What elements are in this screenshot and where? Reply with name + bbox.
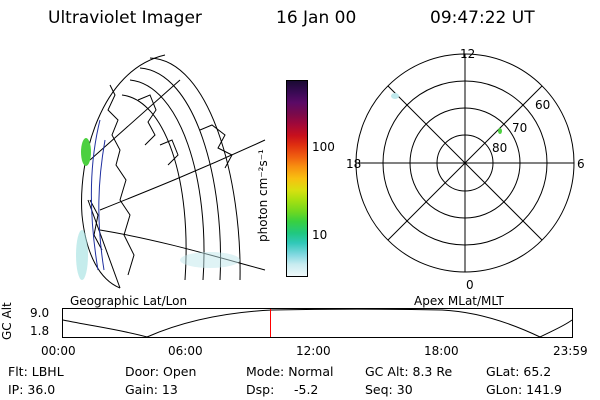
info-dsp-value: -5.2 [294,382,319,397]
coastlines [89,84,233,276]
timeline-axis-title: GC Alt [0,302,14,340]
polar-plot [355,53,575,273]
timeline-xtick-0000: 00:00 [41,344,76,358]
timeline-plot [62,308,573,338]
mlat-80: 80 [492,141,508,155]
colorbar-tick-100: 100 [312,140,335,154]
geographic-map [76,54,266,289]
mlt-6: 6 [577,157,585,171]
colorbar [286,80,308,277]
mlt-0: 0 [466,278,474,292]
info-ip: IP: 36.0 [8,382,56,397]
info-seq: Seq: 30 [365,382,413,397]
mlt-18: 18 [346,157,362,171]
timeline-xtick-0600: 06:00 [168,344,203,358]
polar-aurora-spot [498,128,502,134]
mlat-60: 60 [535,98,551,112]
info-mode: Mode: Normal [246,364,334,379]
info-door: Door: Open [125,364,197,379]
info-gain: Gain: 13 [125,382,178,397]
aurora-faint-left [76,230,88,280]
info-glon: GLon: 141.9 [486,382,562,397]
info-glat: GLat: 65.2 [486,364,552,379]
timeline-xtick-1200: 12:00 [296,344,331,358]
info-gc-alt: GC Alt: 8.3 Re [365,364,453,379]
timeline-xtick-2359: 23:59 [553,344,588,358]
mlat-70: 70 [512,121,528,135]
info-filter: Flt: LBHL [8,364,64,379]
aurora-oval [81,138,91,166]
timeline-ytick-low: 1.8 [30,324,50,338]
polar-caption: Apex MLat/MLT [414,294,504,308]
instrument-title: Ultraviolet Imager [48,8,202,28]
coastlines-blue [90,119,106,271]
colorbar-label: photon cm⁻²s⁻¹ [256,149,270,242]
info-dsp-label: Dsp: [246,382,275,397]
geographic-caption: Geographic Lat/Lon [70,294,188,308]
aurora-faint-right [180,252,240,268]
date-label: 16 Jan 00 [276,8,357,28]
mlt-12: 12 [460,47,476,61]
time-label: 09:47:22 UT [430,8,535,28]
timeline-ytick-high: 9.0 [30,306,50,320]
polar-faint-spot [391,93,399,99]
timeline-xtick-1800: 18:00 [424,344,459,358]
colorbar-tick-10: 10 [312,228,328,242]
